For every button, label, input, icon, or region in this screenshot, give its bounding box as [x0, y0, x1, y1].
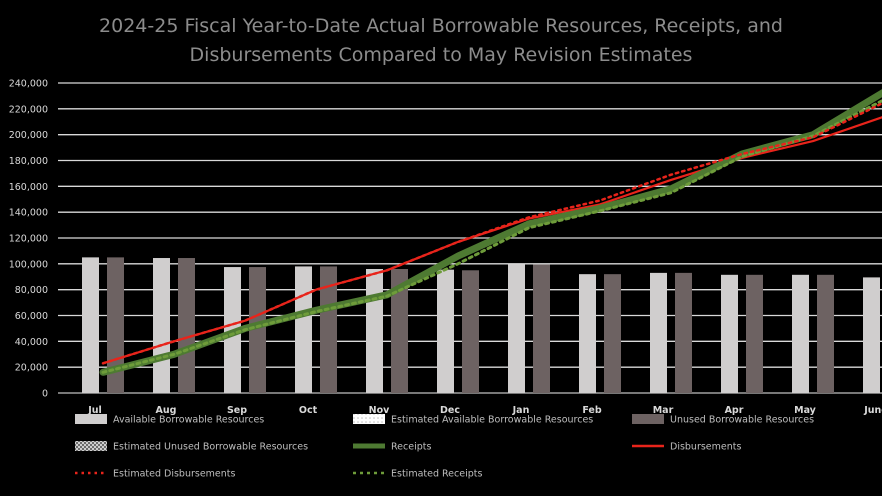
bar-unused-borrowable-resources [178, 258, 195, 393]
x-tick-label: June [863, 405, 882, 416]
legend-item-estimated-disbursements: Estimated Disbursements [75, 469, 236, 480]
legend-label: Estimated Receipts [391, 469, 482, 480]
legend-label: Estimated Unused Borrowable Resources [113, 442, 308, 453]
bar-available-borrowable-resources [366, 269, 383, 393]
bar-available-borrowable-resources [82, 257, 99, 393]
bar-unused-borrowable-resources [320, 266, 337, 393]
legend-swatch [75, 414, 107, 424]
legend-label: Estimated Disbursements [113, 469, 236, 480]
y-tick-label: 40,000 [15, 337, 48, 348]
y-tick-label: 60,000 [15, 311, 48, 322]
y-tick-label: 0 [42, 389, 48, 400]
x-tick-label: Apr [725, 405, 744, 416]
bar-available-borrowable-resources [721, 274, 738, 393]
bar-available-borrowable-resources [650, 272, 667, 393]
x-tick-label: Oct [299, 405, 318, 416]
y-tick-label: 80,000 [15, 285, 48, 296]
y-tick-label: 120,000 [9, 234, 48, 245]
x-tick-label: Jan [512, 405, 530, 416]
y-tick-label: 100,000 [9, 259, 48, 270]
y-tick-label: 180,000 [9, 156, 48, 167]
legend-label: Estimated Available Borrowable Resources [391, 415, 593, 426]
bar-available-borrowable-resources [579, 274, 596, 393]
bar-unused-borrowable-resources [746, 274, 763, 393]
x-tick-label: Mar [653, 405, 674, 416]
legend-label: Disbursements [670, 442, 742, 453]
x-tick-label: Feb [582, 405, 602, 416]
y-axis-ticks: 0 20,000 40,000 60,000 80,000 100,000 120,000 1… [9, 79, 48, 400]
legend-swatch [632, 414, 664, 424]
chart-title: 2024-25 Fiscal Year-to-Date Actual Borro… [99, 15, 783, 66]
bar-available-borrowable-resources [792, 274, 809, 393]
y-tick-label: 200,000 [9, 130, 48, 141]
x-tick-label: May [794, 405, 817, 416]
y-tick-label: 140,000 [9, 208, 48, 219]
y-tick-label: 220,000 [9, 104, 48, 115]
legend-swatch [353, 414, 385, 424]
legend-item-receipts: Receipts [353, 442, 431, 453]
bar-unused-borrowable-resources [391, 269, 408, 393]
legend-item-available-borrowable-resources: Available Borrowable Resources [75, 414, 264, 426]
bar-unused-borrowable-resources [249, 267, 266, 393]
legend-label: Receipts [391, 442, 431, 453]
legend-item-estimated-unused-borrowable-resources: Estimated Unused Borrowable Resources [75, 441, 308, 453]
bar-unused-borrowable-resources [604, 274, 621, 393]
x-tick-label: Nov [369, 405, 390, 416]
bar-available-borrowable-resources [295, 266, 312, 393]
x-tick-label: Dec [440, 405, 460, 416]
bar-unused-borrowable-resources [675, 272, 692, 393]
bar-series [82, 257, 880, 393]
bar-available-borrowable-resources [508, 264, 525, 393]
y-tick-label: 160,000 [9, 182, 48, 193]
x-tick-label: Sep [227, 405, 247, 416]
legend-label: Unused Borrowable Resources [670, 415, 814, 426]
bar-available-borrowable-resources [863, 277, 880, 393]
legend-swatch [75, 441, 107, 451]
y-tick-label: 20,000 [15, 363, 48, 374]
y-tick-label: 240,000 [9, 79, 48, 90]
legend-item-unused-borrowable-resources: Unused Borrowable Resources [632, 414, 814, 426]
bar-available-borrowable-resources [153, 258, 170, 393]
bar-unused-borrowable-resources [462, 270, 479, 393]
bar-unused-borrowable-resources [817, 274, 834, 393]
legend-item-estimated-available-borrowable-resources: Estimated Available Borrowable Resources [353, 414, 593, 426]
legend-item-disbursements: Disbursements [632, 442, 742, 453]
legend: Available Borrowable Resources Estimated … [75, 414, 814, 480]
legend-label: Available Borrowable Resources [113, 415, 264, 426]
line-estimated-disbursements [101, 101, 882, 365]
line-series [99, 89, 882, 376]
bar-unused-borrowable-resources [533, 264, 550, 393]
line-estimated-receipts [101, 99, 882, 374]
x-tick-label: Aug [156, 405, 177, 416]
legend-item-estimated-receipts: Estimated Receipts [353, 469, 482, 480]
x-axis-ticks: Jul Aug Sep Oct Nov Dec Jan Feb Mar Apr May June [87, 405, 882, 416]
bar-available-borrowable-resources [437, 269, 454, 393]
x-tick-label: Jul [87, 405, 102, 416]
